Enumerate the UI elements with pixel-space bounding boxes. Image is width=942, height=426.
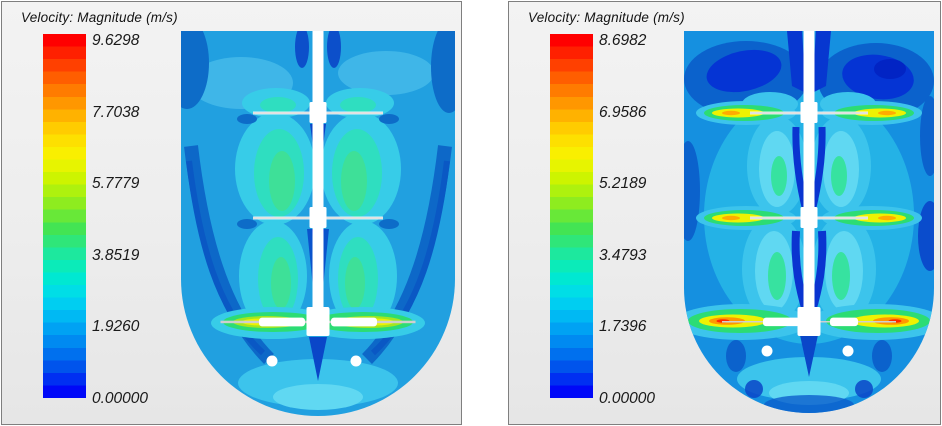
colorbar-tick: 1.9260 <box>92 318 140 335</box>
colorbar-labels: 9.6298 7.7038 5.7779 3.8519 1.9260 0.000… <box>92 2 182 424</box>
contour-plot-right <box>684 31 934 413</box>
impeller-mid-hub <box>800 207 818 228</box>
impeller-bottom-blade-right <box>830 317 858 327</box>
impeller-bottom-hub <box>797 307 821 336</box>
colorbar-labels: 8.6982 6.9586 5.2189 3.4793 1.7396 0.000… <box>599 2 689 424</box>
impeller-mid-hub <box>309 207 327 228</box>
colorbar-tick-max: 8.6982 <box>599 32 647 49</box>
sparger-hole-left <box>761 345 773 357</box>
sparger-hole-left <box>266 355 278 367</box>
impeller-top-hub <box>800 102 818 123</box>
impeller-bottom-blade-left <box>763 317 800 327</box>
vessel-contour-field <box>181 31 455 416</box>
colorbar-tick-min: 0.00000 <box>599 389 656 407</box>
colorbar-tick: 7.7038 <box>92 103 140 121</box>
colorbar-tick: 5.7779 <box>92 175 140 192</box>
contour-plot-left <box>181 31 455 416</box>
colorbar-tick: 5.2189 <box>599 175 647 192</box>
impeller-bottom-blade-left <box>259 317 305 327</box>
shaft-and-impellers <box>220 31 416 367</box>
scene-title: Velocity: Magnitude (m/s) <box>21 10 178 25</box>
colorbar-tick: 3.8519 <box>92 246 140 264</box>
colorbar-tick: 1.7396 <box>599 318 647 335</box>
impeller-bottom-blade-right <box>331 317 377 327</box>
impeller-top-hub <box>309 102 327 123</box>
vessel-contour-field <box>684 31 934 413</box>
shaft-and-impellers <box>722 31 896 357</box>
colorbar-tick-min: 0.00000 <box>92 389 149 407</box>
colorbar-tick: 6.9586 <box>599 103 647 121</box>
scene-title: Velocity: Magnitude (m/s) <box>528 10 685 25</box>
shaft <box>312 31 324 315</box>
impeller-bottom-hub <box>306 307 330 336</box>
sparger-hole-right <box>350 355 362 367</box>
colorbar-legend <box>550 34 593 398</box>
colorbar-legend <box>43 34 86 398</box>
scene-panel-right: Velocity: Magnitude (m/s) 8.6982 6.9586 … <box>508 1 941 425</box>
scene-panel-left: Velocity: Magnitude (m/s) 9.6298 7.7038 … <box>1 1 462 425</box>
colorbar-tick: 3.4793 <box>599 246 647 264</box>
shaft <box>803 31 815 309</box>
colorbar-tick-max: 9.6298 <box>92 32 140 49</box>
sparger-hole-right <box>842 345 854 357</box>
